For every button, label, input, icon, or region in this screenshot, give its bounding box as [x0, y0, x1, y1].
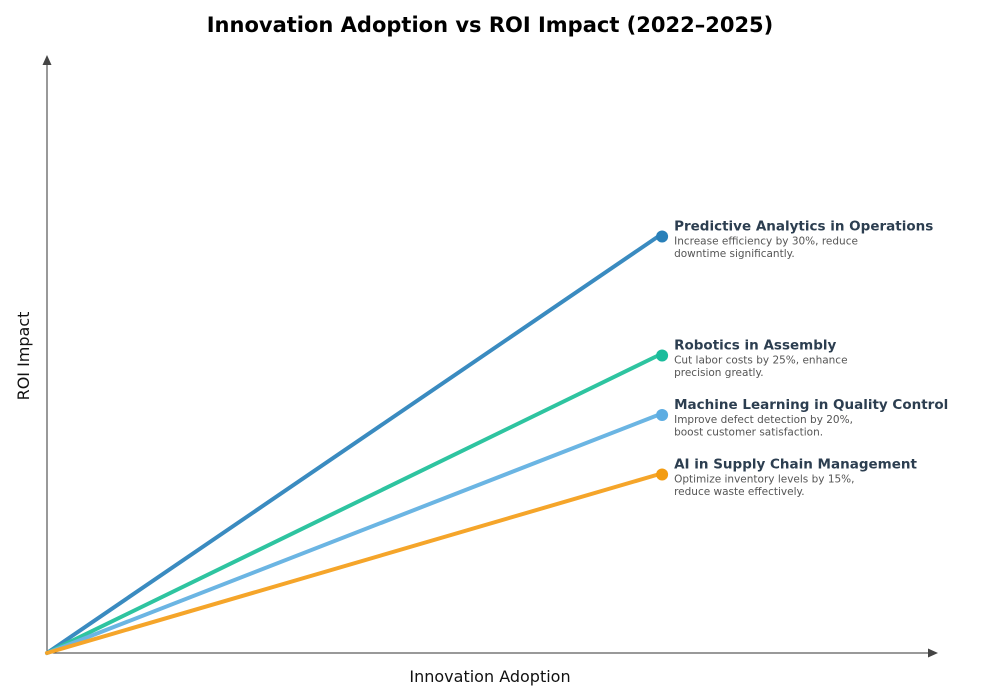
series-description: Improve defect detection by 20%,: [674, 414, 853, 426]
series-end-marker: [656, 349, 669, 362]
x-axis-label: Innovation Adoption: [409, 667, 570, 686]
series-description: Increase efficiency by 30%, reduce: [674, 236, 858, 248]
x-axis-arrow-icon: [928, 648, 938, 658]
series-label: Predictive Analytics in Operations: [674, 219, 933, 235]
series-description: precision greatly.: [674, 367, 763, 379]
series-description: Cut labor costs by 25%, enhance: [674, 355, 847, 367]
series-label: AI in Supply Chain Management: [674, 457, 917, 473]
series-end-marker: [656, 468, 669, 481]
y-axis-label: ROI Impact: [14, 312, 33, 401]
series-description: Optimize inventory levels by 15%,: [674, 474, 854, 486]
series-end-marker: [656, 409, 669, 421]
series-label: Robotics in Assembly: [674, 338, 836, 354]
series-line: [45, 472, 661, 655]
series-description: reduce waste effectively.: [674, 486, 804, 498]
series-description: downtime significantly.: [674, 248, 795, 260]
series-end-marker: [656, 230, 669, 243]
series-description: boost customer satisfaction.: [674, 427, 823, 439]
series-line: [45, 413, 661, 655]
y-axis-arrow-icon: [42, 55, 52, 65]
series-line: [45, 234, 661, 655]
series-0: Predictive Analytics in OperationsIncrea…: [45, 219, 933, 655]
series-label: Machine Learning in Quality Control: [674, 397, 948, 413]
series-2: Machine Learning in Quality ControlImpro…: [45, 397, 948, 655]
chart-title: Innovation Adoption vs ROI Impact (2022–…: [207, 13, 774, 37]
series-line: [45, 353, 661, 655]
